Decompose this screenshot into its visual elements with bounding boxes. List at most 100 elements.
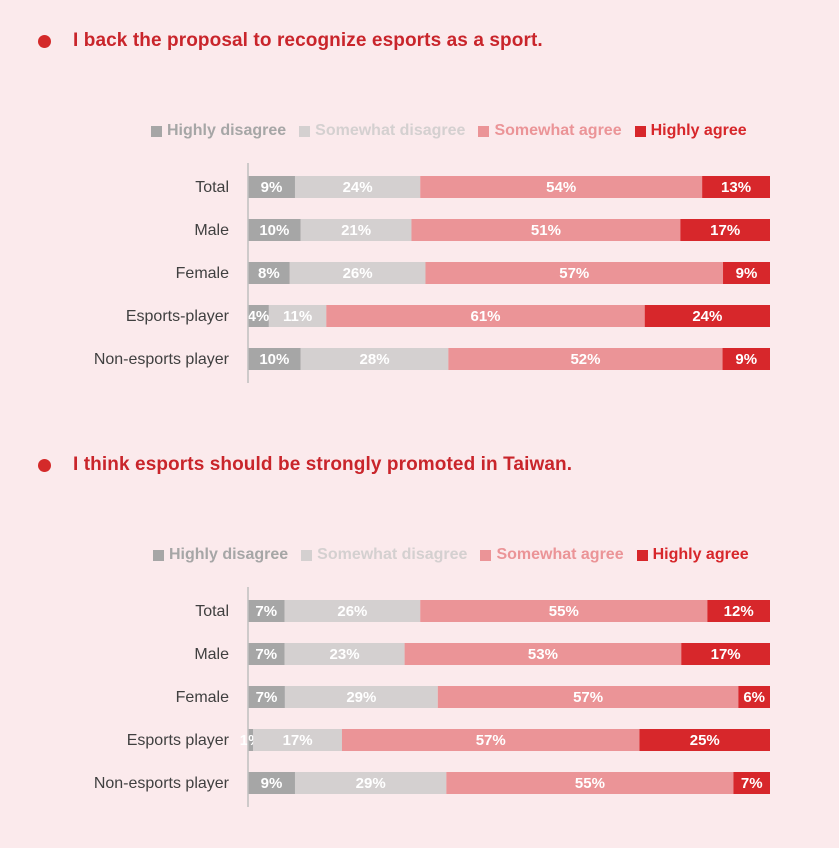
category-label: Male <box>194 222 229 239</box>
legend-swatch-icon <box>299 125 311 137</box>
bar-segment-highly-disagree <box>248 262 290 284</box>
data-label: 53% <box>528 646 558 663</box>
data-label: 21% <box>341 222 371 239</box>
legend-swatch-icon <box>153 549 164 561</box>
legend: Highly disagree Somewhat disagree Somewh… <box>153 546 762 564</box>
chart-plot: Total 7% 26% 55% 12% Male 7% 23% 53% 17% Female 7% 2… <box>94 587 770 807</box>
data-label: 7% <box>741 775 763 792</box>
data-label: 8% <box>258 265 280 282</box>
legend-item-highly-agree: Highly agree <box>636 546 749 564</box>
category-label: Male <box>194 646 229 663</box>
bar-segment-highly-disagree <box>248 729 254 751</box>
data-label: 54% <box>546 179 576 196</box>
data-label: 11% <box>283 308 312 325</box>
legend-swatch-icon <box>151 125 162 137</box>
legend-swatch-icon <box>634 125 646 137</box>
category-label: Female <box>176 265 229 282</box>
bar-segment-highly-disagree <box>248 772 295 794</box>
data-label: 9% <box>261 775 283 792</box>
data-label: 29% <box>356 775 386 792</box>
legend-label: Highly agree <box>650 122 747 139</box>
data-label: 6% <box>743 689 765 706</box>
bar-segment-highly-disagree <box>248 348 301 370</box>
data-label: 28% <box>360 351 390 368</box>
legend-label: Highly disagree <box>169 546 289 563</box>
data-label: 17% <box>283 732 313 749</box>
bar-segment-somewhat-agree <box>437 686 739 708</box>
legend-item-somewhat-agree: Somewhat agree <box>480 546 624 564</box>
bar-segment-somewhat-agree <box>411 219 681 241</box>
bar-segment-highly-agree <box>639 729 770 751</box>
category-label: Non-esports player <box>94 351 230 368</box>
bar-segment-somewhat-disagree <box>253 729 342 751</box>
bar-segment-somewhat-agree <box>341 729 640 751</box>
bar-segment-somewhat-disagree <box>300 219 412 241</box>
legend-item-somewhat-disagree: Somewhat disagree <box>299 122 465 140</box>
data-label: 7% <box>255 646 277 663</box>
data-label: 57% <box>573 689 603 706</box>
bar-segment-highly-disagree <box>248 643 285 665</box>
bar-segment-somewhat-agree <box>425 262 724 284</box>
bar-segment-highly-agree <box>702 176 770 198</box>
legend-item-highly-disagree: Highly disagree <box>153 546 288 564</box>
data-label: 10% <box>259 351 289 368</box>
bar-segment-somewhat-agree <box>404 643 682 665</box>
legend-swatch-icon <box>636 549 648 561</box>
bar-segment-highly-agree <box>681 643 770 665</box>
legend-swatch-icon <box>301 549 313 561</box>
data-label: 24% <box>692 308 722 325</box>
bar-segment-highly-disagree <box>248 600 285 622</box>
legend-label: Somewhat disagree <box>317 546 468 563</box>
legend-item-highly-agree: Highly agree <box>634 122 747 140</box>
category-label: Total <box>195 179 229 196</box>
bar-segment-highly-agree <box>723 262 770 284</box>
data-label: 55% <box>575 775 605 792</box>
legend-label: Highly disagree <box>167 122 287 139</box>
bar-segment-highly-agree <box>680 219 770 241</box>
legend: Highly disagree Somewhat disagree Somewh… <box>151 122 760 140</box>
data-label: 7% <box>256 689 278 706</box>
data-label: 51% <box>531 222 561 239</box>
bar-segment-somewhat-disagree <box>284 600 421 622</box>
data-label: 12% <box>724 603 754 620</box>
data-label: 52% <box>570 351 600 368</box>
data-label: 57% <box>559 265 589 282</box>
legend-swatch-icon <box>478 125 490 137</box>
data-label: 10% <box>259 222 289 239</box>
data-label: 4% <box>248 308 270 325</box>
chart-title-row: I back the proposal to recognize esports… <box>38 30 543 52</box>
category-label: Non-esports player <box>94 775 230 792</box>
legend-label: Somewhat disagree <box>315 122 466 139</box>
chart-title-row: I think esports should be strongly promo… <box>38 454 572 476</box>
data-label: 23% <box>330 646 360 663</box>
data-label: 17% <box>710 222 740 239</box>
data-label: 29% <box>346 689 376 706</box>
bar-segment-somewhat-disagree <box>268 305 327 327</box>
data-label: 26% <box>343 265 373 282</box>
chart-title: I back the proposal to recognize esports… <box>73 30 543 51</box>
data-label: 17% <box>711 646 741 663</box>
bar-segment-highly-disagree <box>248 219 301 241</box>
bar-segment-highly-disagree <box>248 176 295 198</box>
category-label: Esports-player <box>126 308 230 325</box>
legend-item-somewhat-agree: Somewhat agree <box>478 122 622 140</box>
legend-item-somewhat-disagree: Somewhat disagree <box>301 546 467 564</box>
data-label: 57% <box>476 732 506 749</box>
bar-segment-highly-disagree <box>248 305 269 327</box>
data-label: 9% <box>736 265 758 282</box>
bar-segment-somewhat-disagree <box>289 262 426 284</box>
bar-segment-somewhat-agree <box>420 600 708 622</box>
legend-label: Somewhat agree <box>496 546 624 563</box>
bar-segment-somewhat-disagree <box>284 686 438 708</box>
data-label: 9% <box>735 351 757 368</box>
chart-title: I think esports should be strongly promo… <box>73 454 573 475</box>
legend-swatch-icon <box>480 549 492 561</box>
bullet-icon <box>38 34 51 48</box>
bar-segment-highly-agree <box>738 686 770 708</box>
bullet-icon <box>38 458 51 472</box>
bar-segment-somewhat-agree <box>420 176 703 198</box>
category-label: Female <box>176 689 229 706</box>
data-label: 25% <box>690 732 720 749</box>
bar-segment-somewhat-agree <box>326 305 645 327</box>
bar-segment-highly-agree <box>707 600 770 622</box>
